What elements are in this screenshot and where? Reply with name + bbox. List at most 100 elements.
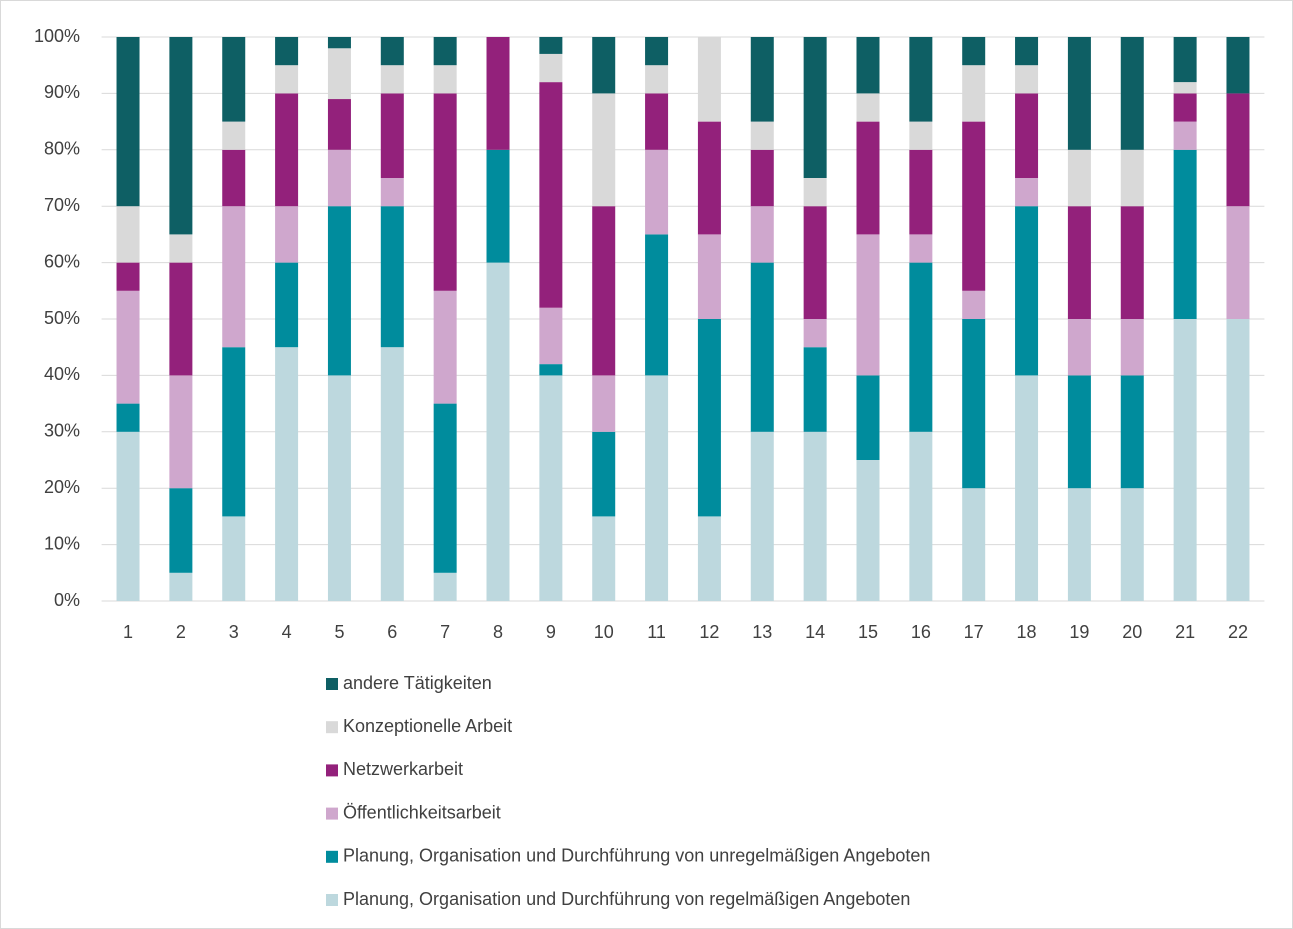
x-tick-label: 9 — [546, 622, 556, 642]
bar-segment — [645, 375, 669, 601]
bar-segment — [697, 319, 721, 517]
bar-segment — [1067, 149, 1091, 207]
bar-segment — [750, 37, 774, 122]
bar-segment — [697, 234, 721, 319]
bar-segment — [803, 431, 827, 601]
bar-segment — [1120, 206, 1144, 319]
bar-segment — [380, 37, 404, 66]
bar-segment — [169, 234, 193, 263]
x-tick-label: 22 — [1228, 622, 1248, 642]
bar-segment — [697, 516, 721, 601]
bar-segment — [539, 82, 563, 308]
bar-segment — [1173, 149, 1197, 319]
bar-segment — [169, 488, 193, 573]
legend-label: andere Tätigkeiten — [343, 673, 492, 693]
x-tick-label: 3 — [229, 622, 239, 642]
bar-segment — [909, 149, 933, 235]
legend-swatch — [326, 678, 338, 690]
x-tick-label: 6 — [387, 622, 397, 642]
bar-segment — [116, 37, 140, 207]
bar-segment — [803, 347, 827, 432]
bar-segment — [433, 403, 457, 573]
bar-segment — [645, 93, 669, 150]
bar-segment — [222, 37, 246, 122]
bar-segment — [803, 319, 827, 348]
y-tick-label: 30% — [44, 421, 80, 441]
bar-segment — [1173, 319, 1197, 601]
bar-segment — [1226, 319, 1250, 601]
bar-segment — [697, 37, 721, 122]
bar-segment — [327, 48, 351, 100]
bar-segment — [222, 206, 246, 348]
bar-segment — [909, 431, 933, 601]
bar-segment — [962, 488, 986, 601]
bar-segment — [856, 234, 880, 376]
legend-label: Netzwerkarbeit — [343, 759, 463, 779]
legend-swatch — [326, 807, 338, 820]
bar-segment — [962, 121, 986, 291]
bar-segment — [380, 93, 404, 178]
legend-swatch — [326, 894, 338, 906]
bar-segment — [222, 121, 246, 150]
bar-segment — [539, 364, 563, 376]
bar-segment — [592, 516, 616, 601]
bar-segment — [645, 149, 669, 235]
bar-segment — [327, 375, 351, 601]
x-tick-label: 20 — [1122, 622, 1142, 642]
bar-segment — [592, 93, 616, 207]
bar-segment — [1015, 375, 1039, 601]
x-tick-label: 2 — [176, 622, 186, 642]
bar-segment — [1067, 375, 1091, 489]
bar-segment — [1120, 375, 1144, 489]
bar-segment — [327, 37, 351, 49]
bar-segment — [275, 65, 299, 94]
x-tick-label: 16 — [911, 622, 931, 642]
bar-segment — [962, 65, 986, 122]
bar-segment — [1067, 319, 1091, 376]
x-tick-label: 4 — [282, 622, 292, 642]
bar-segment — [803, 178, 827, 207]
x-tick-label: 21 — [1175, 622, 1195, 642]
legend-label: Konzeptionelle Arbeit — [343, 716, 512, 736]
bar-segment — [433, 37, 457, 66]
x-tick-label: 14 — [805, 622, 825, 642]
bar-segment — [645, 234, 669, 376]
y-tick-label: 90% — [44, 82, 80, 102]
bar-segment — [697, 121, 721, 235]
bar-segment — [169, 37, 193, 235]
x-tick-label: 11 — [647, 622, 666, 642]
bar-segment — [380, 178, 404, 207]
legend-label: Planung, Organisation und Durchführung v… — [343, 846, 930, 866]
bar-segment — [1226, 37, 1250, 94]
bar-segment — [592, 375, 616, 432]
bar-segment — [803, 37, 827, 178]
x-tick-label: 12 — [699, 622, 719, 642]
bar-segment — [169, 262, 193, 376]
legend-swatch — [326, 764, 338, 777]
bar-segment — [327, 206, 351, 376]
bar-segment — [539, 53, 563, 83]
bar-segment — [1173, 93, 1197, 122]
bar-segment — [486, 149, 510, 263]
x-tick-label: 15 — [858, 622, 878, 642]
bar-segment — [856, 93, 880, 122]
bar-segment — [750, 121, 774, 150]
bar-segment — [1120, 37, 1144, 150]
legend-label: Planung, Organisation und Durchführung v… — [343, 889, 910, 909]
bar-segment — [380, 347, 404, 601]
x-tick-label: 1 — [123, 622, 133, 642]
bar-segment — [169, 375, 193, 489]
legend-label: Öffentlichkeitsarbeit — [343, 802, 501, 822]
bar-segment — [856, 375, 880, 460]
bar-segment — [1015, 65, 1039, 94]
bar-segment — [592, 37, 616, 94]
bar-segment — [592, 206, 616, 376]
bar-segment — [856, 121, 880, 235]
bar-segment — [433, 93, 457, 291]
bar-segment — [909, 121, 933, 150]
bar-segment — [803, 206, 827, 319]
y-tick-label: 0% — [54, 590, 80, 610]
x-tick-label: 19 — [1069, 622, 1089, 642]
x-tick-label: 13 — [752, 622, 772, 642]
bar-segment — [909, 262, 933, 432]
